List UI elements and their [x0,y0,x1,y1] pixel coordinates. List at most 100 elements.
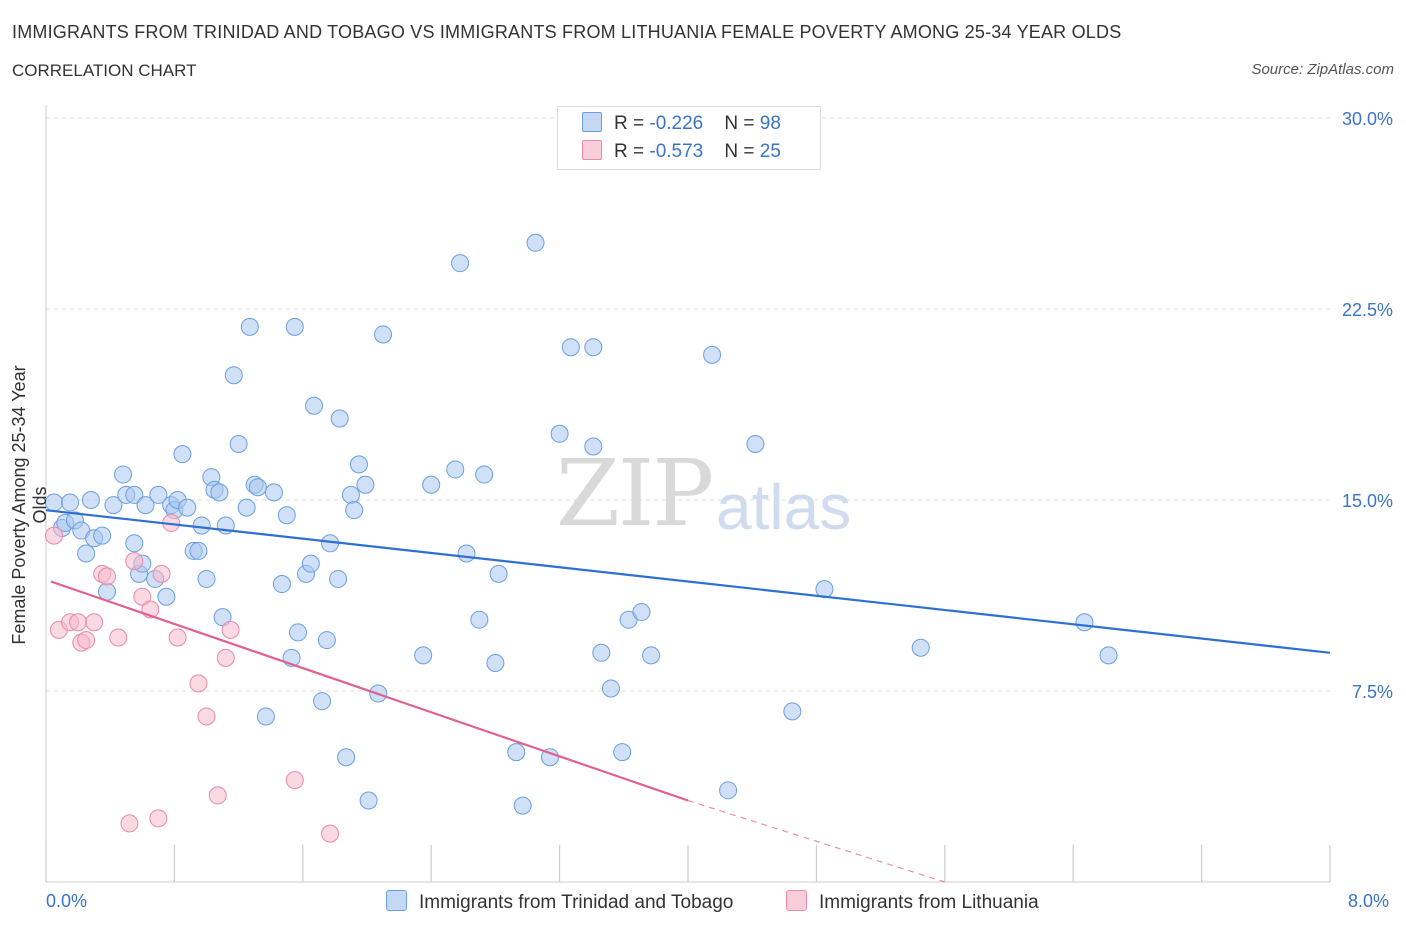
point-trinidad [114,465,133,484]
point-trinidad [178,498,197,517]
bottom-legend-trinidad: Immigrants from Trinidad and Tobago [386,890,733,914]
point-trinidad [93,526,112,545]
point-trinidad [356,475,375,494]
point-lithuania [109,628,128,647]
y-tick-label: 7.5% [1352,682,1393,702]
correlation-legend: R = -0.226 N = 98 R = -0.573 N = 25 [557,106,821,170]
point-trinidad [301,554,320,573]
point-lithuania [120,814,139,833]
point-trinidad [81,491,100,509]
bottom-legend-lithuania: Immigrants from Lithuania [786,890,1039,914]
point-trinidad [642,646,661,665]
point-trinidad [703,345,722,364]
point-trinidad [330,409,349,428]
point-trinidad [783,702,802,721]
point-trinidad [719,781,738,800]
point-trinidad [513,796,532,815]
point-trinidad [61,493,80,512]
y-tick-label: 15.0% [1342,491,1393,511]
x-axis-max-label: 8.0% [1348,891,1390,911]
point-trinidad [240,317,259,336]
point-trinidad [337,748,356,767]
point-trinidad [277,506,296,525]
point-trinidad [313,692,332,711]
point-trinidad [470,610,489,629]
legend-r-label: R = [614,141,650,162]
point-trinidad [561,338,580,357]
point-trinidad [550,424,569,443]
point-lithuania [69,613,88,632]
y-tick-label: 30.0% [1342,109,1393,129]
point-trinidad [632,603,651,622]
point-trinidad [414,646,433,665]
bottom-legend-label-lithuania: Immigrants from Lithuania [819,892,1039,913]
point-lithuania [85,613,104,632]
point-trinidad [136,496,155,515]
point-trinidad [157,587,176,606]
chart-title: IMMIGRANTS FROM TRINIDAD AND TOBAGO VS I… [12,22,1122,42]
point-trinidad [613,743,632,762]
point-trinidad [451,254,470,273]
point-trinidad [341,485,360,504]
legend-row-trinidad: R = -0.226 N = 98 [582,112,781,138]
watermark-atlas: atlas [716,471,852,543]
watermark-zip: ZIP [556,440,714,547]
point-trinidad [422,475,441,494]
point-trinidad [197,569,216,588]
point-trinidad [317,631,336,650]
point-trinidad [584,338,603,357]
point-lithuania [321,824,340,843]
point-lithuania [77,631,96,650]
point-trinidad [526,233,545,252]
legend-r-label: R = [614,113,650,134]
point-trinidad [285,317,304,336]
point-trinidad [374,325,393,344]
point-lithuania [197,707,216,726]
point-trinidad [210,483,229,502]
point-trinidad [592,643,611,662]
bottom-legend-swatch-trinidad [386,890,407,911]
point-trinidad [248,478,267,497]
point-lithuania [45,526,64,545]
point-trinidad [224,366,243,385]
legend-n-value: 25 [759,141,781,162]
trendline-lithuania-extension [687,799,945,883]
source-label: Source: ZipAtlas.com [1251,61,1394,78]
point-trinidad [475,465,494,484]
point-trinidad [746,434,765,453]
point-trinidad [125,534,144,553]
point-trinidad [911,638,930,657]
point-trinidad [237,498,256,517]
point-lithuania [125,552,144,571]
point-lithuania [133,587,152,606]
point-trinidad [288,623,307,642]
legend-n-value: 98 [759,113,781,134]
point-trinidad [584,437,603,456]
point-lithuania [208,786,227,805]
legend-swatch-trinidad [582,112,602,132]
bottom-legend-swatch-lithuania [786,890,807,911]
point-trinidad [349,455,368,474]
point-trinidad [173,445,192,464]
point-lithuania [168,628,187,647]
point-trinidad [601,679,620,698]
y-tick-label: 22.5% [1342,300,1393,320]
point-lithuania [152,564,171,583]
point-trinidad [446,460,465,479]
point-trinidad [104,496,123,515]
point-lithuania [189,674,208,693]
legend-r-value: -0.573 [649,141,704,162]
point-trinidad [264,483,283,502]
y-axis-label: Female Poverty Among 25-34 Year Olds [9,365,50,645]
point-lithuania [149,809,168,828]
point-trinidad [125,485,144,504]
x-axis-min-label: 0.0% [46,891,88,911]
legend-row-lithuania: R = -0.573 N = 25 [582,140,781,166]
point-trinidad [305,396,324,415]
point-trinidad [1099,646,1118,665]
legend-n-label: N = [724,113,760,134]
point-lithuania [221,620,240,639]
point-trinidad [329,569,348,588]
point-trinidad [359,791,378,810]
point-lithuania [285,771,304,790]
